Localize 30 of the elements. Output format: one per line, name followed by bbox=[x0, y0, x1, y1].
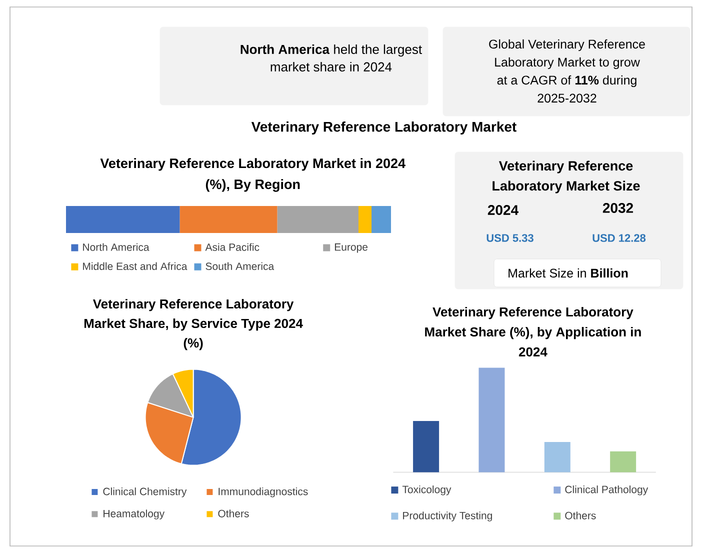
legend-label: Toxicology bbox=[402, 486, 452, 496]
chart-title: Veterinary Reference Laboratory Market in 2024 (%), By Region bbox=[100, 158, 406, 192]
bar bbox=[180, 206, 278, 233]
chart-title: Veterinary Reference Laboratory Market Share, by Service Type 2024 (%) bbox=[84, 299, 303, 350]
text: USD 12.28 bbox=[592, 234, 646, 242]
legend-label: North America bbox=[83, 243, 150, 251]
bar bbox=[358, 206, 372, 233]
legend-label: Europe bbox=[334, 243, 368, 253]
text: 2024 bbox=[488, 205, 519, 215]
legend-label: Others bbox=[565, 512, 596, 520]
legend-label: Clinical Chemistry bbox=[103, 488, 187, 498]
legend-label: Heamatology bbox=[104, 510, 165, 520]
text: USD 5.33 bbox=[486, 234, 534, 242]
bar bbox=[66, 206, 180, 233]
chart-title: Veterinary Reference Laboratory Market Share (%), by Application in 2024 bbox=[425, 306, 641, 357]
bar bbox=[372, 206, 392, 233]
legend-label: Asia Pacific bbox=[205, 243, 260, 251]
bar bbox=[277, 206, 359, 233]
text: Market Size in Billion bbox=[508, 268, 628, 278]
text: Global Veterinary Reference Laboratory Market to grow at a CAGR of 11% during 2025-2032 bbox=[489, 39, 645, 103]
legend-label: South America bbox=[206, 262, 274, 270]
text: Veterinary Reference Laboratory Market bbox=[251, 121, 516, 135]
legend-label: Immunodiagnostics bbox=[218, 488, 308, 498]
text: North America held the largest market share in 2024 bbox=[240, 44, 422, 72]
text: 2032 bbox=[602, 203, 634, 213]
legend-label: Clinical Pathology bbox=[565, 486, 648, 496]
legend-label: Others bbox=[218, 510, 249, 518]
legend-label: Middle East and Africa bbox=[83, 262, 188, 270]
text: Veterinary Reference Laboratory Market Size bbox=[492, 160, 640, 194]
legend-label: Productivity Testing bbox=[403, 512, 492, 522]
